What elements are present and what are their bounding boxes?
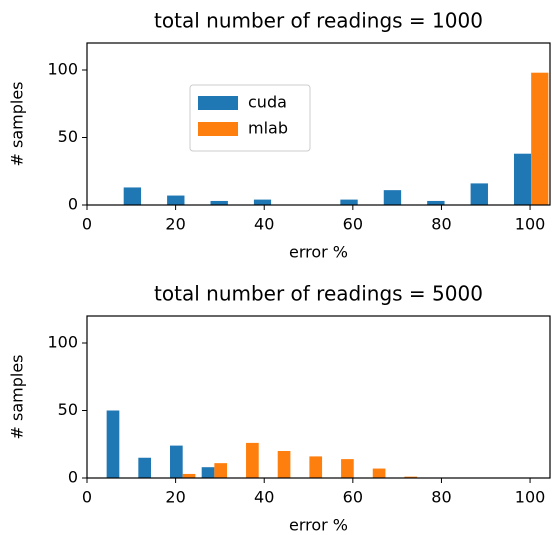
bar: [470, 183, 488, 205]
x-tick-label: 20: [165, 488, 185, 507]
bar: [513, 153, 532, 205]
legend-label: mlab: [248, 119, 288, 138]
y-tick-label: 100: [47, 60, 78, 79]
bar: [531, 72, 549, 205]
axes-frame: [86, 42, 551, 206]
bar: [167, 195, 185, 205]
x-tick-label: 80: [431, 488, 451, 507]
x-tick-label: 80: [431, 215, 451, 234]
axes-frame: [86, 315, 551, 479]
x-axis-label: error %: [289, 516, 348, 535]
bar: [138, 457, 152, 478]
bar: [201, 467, 215, 478]
bar: [383, 190, 402, 205]
x-tick-label: 20: [165, 215, 185, 234]
bar: [277, 451, 291, 478]
bar: [309, 456, 323, 478]
x-tick-label: 40: [254, 488, 274, 507]
x-tick-label: 100: [515, 488, 546, 507]
y-axis-label: # samples: [8, 355, 27, 440]
y-tick-label: 50: [58, 127, 78, 146]
x-tick-label: 60: [343, 215, 363, 234]
x-tick-label: 60: [343, 488, 363, 507]
x-tick-label: 100: [515, 215, 546, 234]
x-tick-label: 40: [254, 215, 274, 234]
y-tick-label: 0: [68, 195, 78, 214]
bar: [214, 463, 228, 478]
x-tick-label: 0: [82, 215, 92, 234]
chart-title: total number of readings = 5000: [154, 282, 483, 306]
bar: [210, 200, 228, 205]
legend-swatch: [198, 96, 238, 110]
legend-label: cuda: [248, 93, 287, 112]
bar: [253, 199, 272, 205]
bar: [341, 459, 354, 478]
x-axis-label: error %: [289, 243, 348, 262]
bar: [404, 476, 418, 478]
bar: [246, 442, 259, 478]
x-tick-label: 0: [82, 488, 92, 507]
bar: [106, 410, 120, 478]
bar: [182, 473, 196, 478]
y-tick-label: 50: [58, 400, 78, 419]
bar: [170, 445, 183, 478]
y-axis-label: # samples: [8, 82, 27, 167]
y-tick-label: 0: [68, 468, 78, 487]
bar: [340, 199, 358, 205]
y-tick-label: 100: [47, 333, 78, 352]
chart-title: total number of readings = 1000: [154, 9, 483, 33]
legend-swatch: [198, 122, 238, 136]
bar: [372, 468, 386, 478]
bar: [123, 187, 142, 205]
bar: [427, 200, 445, 205]
